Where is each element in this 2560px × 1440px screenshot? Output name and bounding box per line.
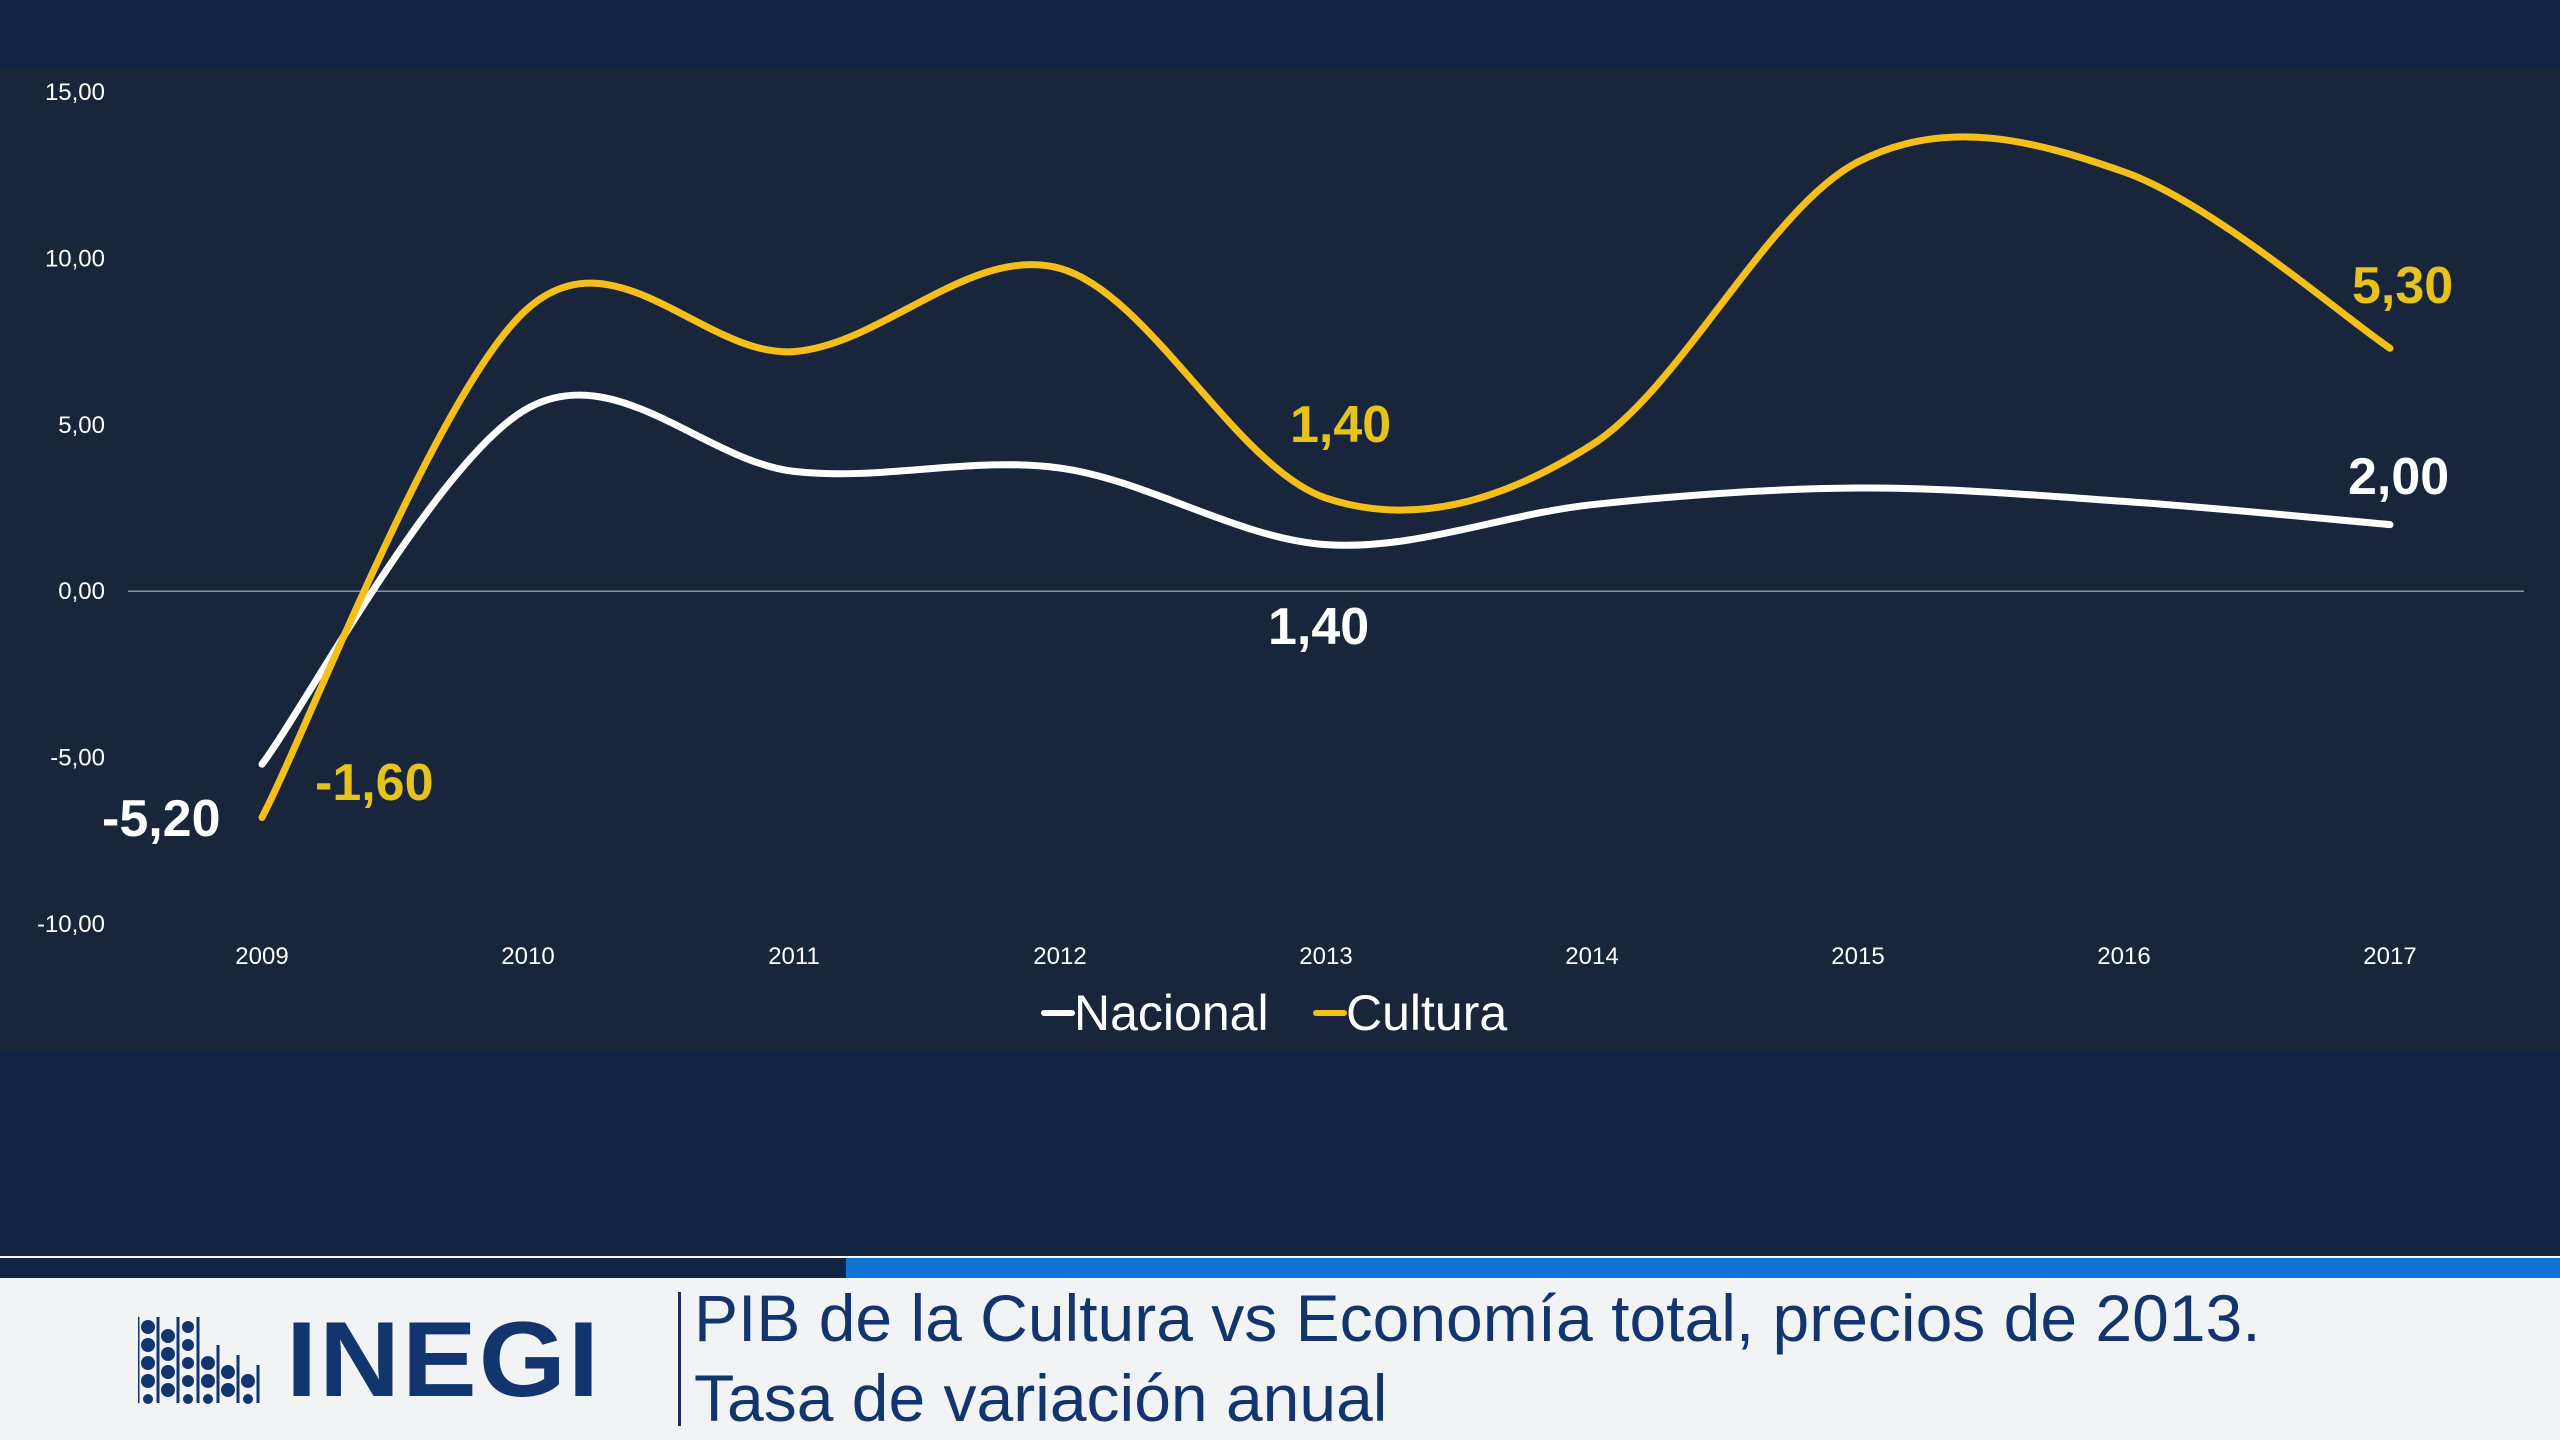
- series-nacional-line: [258, 391, 2394, 768]
- y-tick-label: 0,00: [58, 578, 105, 605]
- series-layer: [258, 133, 2394, 822]
- y-axis-ticks: 15,00 10,00 5,00 0,00 -5,00 -10,00: [37, 79, 105, 938]
- legend: Nacional Cultura: [1041, 985, 1507, 1041]
- y-tick-label: 5,00: [58, 412, 105, 439]
- x-tick-label: 2012: [1033, 943, 1086, 970]
- data-label-nacional: 1,40: [1268, 598, 1369, 656]
- x-tick-label: 2015: [1831, 943, 1884, 970]
- x-tick-label: 2010: [501, 943, 554, 970]
- title-divider: [678, 1292, 681, 1426]
- y-tick-label: -10,00: [37, 911, 105, 938]
- footer-bar-blue: [846, 1258, 2560, 1278]
- data-label-nacional: -5,20: [102, 790, 221, 848]
- data-label-nacional: 2,00: [2348, 448, 2449, 506]
- x-axis-ticks: 2009 2010 2011 2012 2013 2014 2015 2016 2017: [235, 943, 2416, 970]
- x-tick-label: 2016: [2097, 943, 2150, 970]
- slide-title-line-1: PIB de la Cultura vs Economía total, pre…: [694, 1281, 2261, 1355]
- legend-cultura-label: Cultura: [1346, 985, 1507, 1041]
- footer-bar-dark: [0, 1258, 846, 1278]
- x-tick-label: 2013: [1299, 943, 1352, 970]
- data-label-cultura: 1,40: [1290, 396, 1391, 454]
- slide-title-line-2: Tasa de variación anual: [694, 1361, 1388, 1435]
- y-tick-label: 15,00: [45, 79, 105, 106]
- series-cultura-line: [258, 133, 2394, 822]
- y-tick-label: 10,00: [45, 245, 105, 272]
- inegi-logo: INEGI: [138, 1300, 601, 1419]
- x-tick-label: 2014: [1565, 943, 1618, 970]
- footer-top-rule: [0, 1256, 2560, 1259]
- chart-area: [0, 68, 2560, 1052]
- data-label-cultura: -1,60: [315, 754, 434, 812]
- inegi-dots-icon: [138, 1317, 260, 1404]
- x-tick-label: 2011: [768, 943, 820, 970]
- slide-title: PIB de la Cultura vs Economía total, pre…: [694, 1278, 2534, 1438]
- legend-nacional-label: Nacional: [1074, 985, 1269, 1041]
- data-labels: -5,20 -1,60 1,40 1,40 5,30 2,00: [102, 257, 2453, 848]
- inegi-wordmark: INEGI: [286, 1300, 601, 1419]
- x-tick-label: 2017: [2363, 943, 2416, 970]
- data-label-cultura: 5,30: [2352, 257, 2453, 315]
- top-band: [0, 0, 2560, 68]
- footer: [0, 1278, 2560, 1440]
- y-tick-label: -5,00: [50, 745, 105, 772]
- x-tick-label: 2009: [235, 943, 288, 970]
